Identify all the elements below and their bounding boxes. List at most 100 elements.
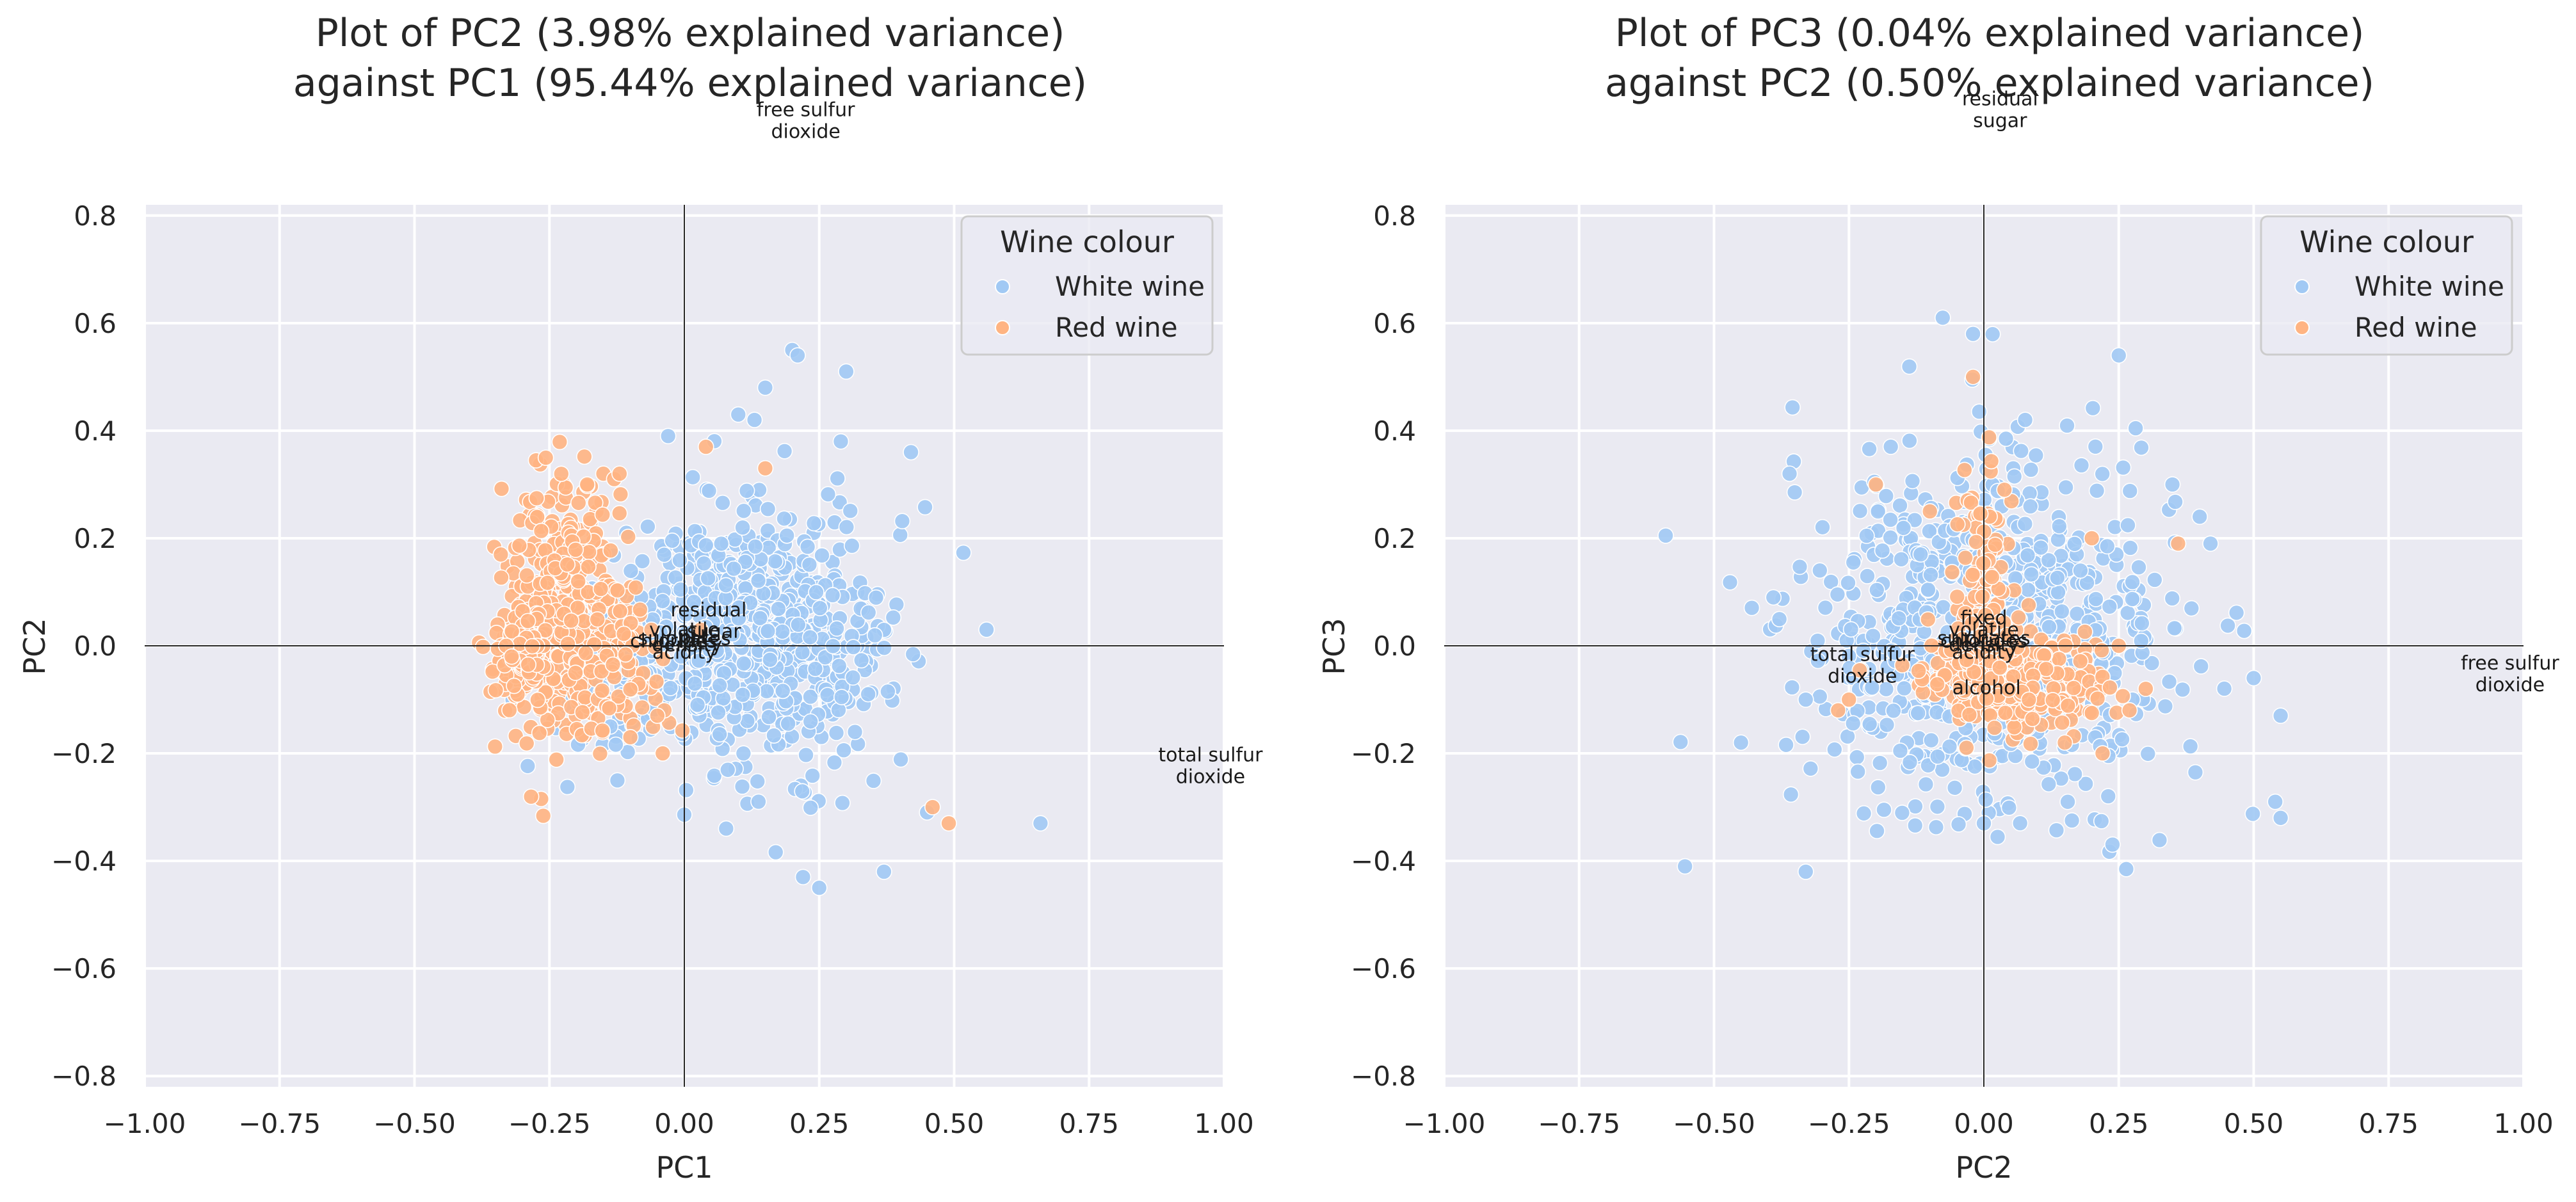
data-point [548, 751, 565, 768]
data-point [2120, 517, 2136, 534]
data-point [2267, 793, 2284, 810]
data-point [730, 406, 747, 423]
data-point [1922, 732, 1940, 749]
data-point [655, 650, 672, 668]
data-point [1956, 461, 1973, 479]
data-point [789, 347, 806, 364]
data-point [559, 556, 576, 573]
data-point [2059, 793, 2076, 810]
data-point [807, 661, 824, 677]
data-point [826, 754, 843, 771]
data-point [752, 610, 769, 627]
data-point [627, 579, 645, 596]
data-point [602, 542, 619, 559]
data-point [2100, 788, 2117, 805]
data-point [2121, 540, 2139, 556]
data-point [2244, 805, 2261, 822]
loading-label: density [1949, 634, 2019, 656]
data-point [1869, 822, 1885, 840]
data-point [662, 680, 679, 696]
loading-label: chlorides [630, 630, 717, 653]
data-point [1864, 679, 1881, 696]
data-point [520, 656, 536, 673]
x-tick-label: 0.00 [1954, 1108, 2014, 1139]
data-point [1869, 581, 1885, 598]
data-point [1867, 476, 1885, 493]
data-point [2048, 822, 2065, 838]
data-point [1968, 533, 1984, 550]
data-point [1997, 704, 2014, 721]
data-point [2151, 831, 2168, 849]
data-point [1865, 627, 1881, 645]
x-tick-label: −0.25 [1808, 1108, 1890, 1139]
data-point [2083, 705, 2100, 721]
y-tick-label: −0.8 [51, 1061, 117, 1092]
data-point [750, 572, 767, 589]
data-point [1992, 659, 2008, 676]
data-point [695, 555, 712, 572]
data-point [2054, 714, 2071, 731]
chart-2-legend-marker-white [2294, 279, 2310, 294]
data-point [570, 494, 587, 511]
data-point [794, 783, 811, 800]
data-point [1941, 738, 1958, 755]
data-point [1984, 326, 2001, 342]
chart-panel-2: Plot of PC3 (0.04% explained variance) a… [1317, 11, 2559, 1185]
loading-label: chlorides [1940, 630, 2027, 653]
data-point [776, 442, 793, 460]
data-point [1963, 494, 1979, 511]
data-point [567, 541, 584, 558]
data-point [2083, 530, 2100, 547]
data-point [533, 522, 550, 540]
data-point [2087, 438, 2104, 455]
data-point [770, 600, 787, 618]
data-point [711, 726, 728, 742]
data-point [1840, 691, 1858, 708]
chart-2-title-line-1: Plot of PC3 (0.04% explained variance) [1615, 11, 2365, 56]
data-point [1782, 786, 1799, 803]
data-point [535, 807, 552, 824]
data-point [924, 799, 941, 815]
data-point [579, 476, 596, 493]
loading-label: residual [670, 599, 746, 621]
data-point [880, 683, 896, 700]
data-point [1784, 399, 1801, 416]
data-point [1895, 520, 1912, 536]
data-point [866, 627, 883, 644]
data-point [2068, 605, 2086, 622]
chart-2-x-tick-labels: −1.00 −0.75 −0.50 −0.25 0.00 0.25 0.50 0.75 1.00 [1403, 1108, 2554, 1139]
data-point [2137, 680, 2154, 698]
data-point [1912, 546, 1929, 563]
data-point [2094, 745, 2111, 762]
x-tick-label: −0.25 [508, 1108, 591, 1139]
data-point [1851, 502, 1869, 520]
x-tick-label: 0.75 [2358, 1108, 2419, 1139]
y-tick-label: −0.6 [51, 953, 117, 984]
data-point [1958, 739, 1975, 757]
data-point [697, 438, 714, 455]
data-point [1781, 465, 1798, 482]
data-point [2036, 647, 2052, 664]
data-point [2216, 680, 2233, 697]
data-point [711, 677, 728, 694]
data-point [1721, 573, 1739, 591]
chart-2-legend-title: Wine colour [2299, 225, 2474, 259]
data-point [501, 701, 518, 719]
y-tick-label: −0.6 [1351, 953, 1416, 984]
y-tick-label: −0.2 [1351, 738, 1416, 769]
data-point [654, 745, 672, 762]
data-point [1904, 472, 1921, 490]
data-point [706, 767, 723, 784]
data-point [735, 502, 752, 520]
data-point [804, 767, 821, 784]
data-point [1922, 566, 1939, 584]
data-point [611, 602, 629, 620]
loading-label: total sulfur dioxide [1810, 644, 1915, 688]
data-point [749, 773, 766, 790]
chart-2-legend-label-white: White wine [2355, 271, 2504, 302]
y-tick-label: 0.0 [74, 630, 117, 662]
chart-2-legend-marker-red [2294, 320, 2310, 335]
x-tick-label: −1.00 [104, 1108, 186, 1139]
data-point [2059, 697, 2077, 714]
data-point [1802, 760, 1819, 777]
